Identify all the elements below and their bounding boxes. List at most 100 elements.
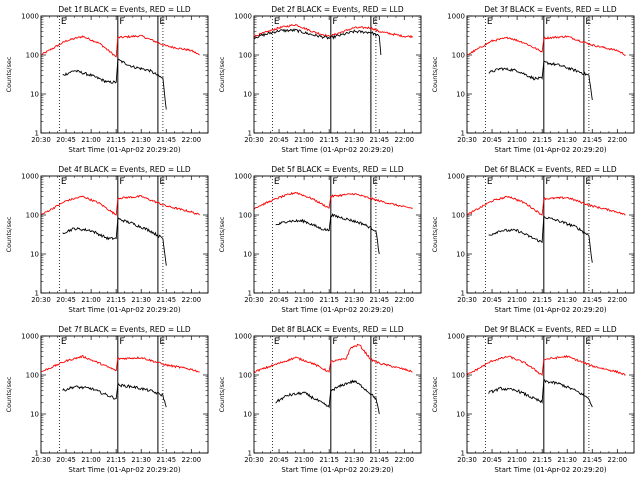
marker-label: E [487, 177, 493, 187]
panel-7: Det 7f BLACK = Events, RED = LLD Counts/s… [5, 325, 209, 474]
y-tick-label: 100 [26, 212, 39, 220]
y-tick-label: 100 [452, 52, 465, 60]
x-tick-label: 20:45 [56, 296, 76, 304]
panel-title: Det 8f BLACK = Events, RED = LLD [271, 325, 404, 334]
x-tick-label: 21:15 [532, 296, 552, 304]
series-events-line [62, 58, 167, 110]
x-tick-label: 21:00 [294, 456, 314, 464]
marker-label: F [545, 337, 550, 347]
marker-label: E [159, 177, 165, 187]
y-tick-label: 1000 [21, 173, 39, 181]
plot-frame [40, 335, 209, 454]
y-tick-label: 10 [30, 91, 39, 99]
x-tick-label: 21:15 [319, 136, 339, 144]
x-tick-label: 21:30 [557, 136, 577, 144]
x-tick-label: 22:00 [182, 456, 202, 464]
x-tick-label: 21:45 [156, 296, 176, 304]
x-tick-label: 21:30 [344, 296, 364, 304]
marker-label: F [332, 177, 337, 187]
x-tick-label: 20:45 [269, 456, 289, 464]
series-events-line [275, 379, 380, 415]
y-tick-label: 100 [239, 52, 252, 60]
x-tick-label: 20:45 [269, 296, 289, 304]
x-tick-label: 20:30 [457, 296, 477, 304]
x-tick-label: 21:15 [532, 136, 552, 144]
y-tick-label: 1000 [21, 13, 39, 21]
marker-label: E [274, 17, 280, 27]
series-events-line [253, 28, 382, 56]
y-tick-label: 1 [248, 450, 252, 458]
y-tick-label: 1 [248, 290, 252, 298]
y-tick-label: 100 [26, 52, 39, 60]
x-tick-label: 22:00 [182, 296, 202, 304]
marker-label: E [159, 337, 165, 347]
panel-title: Det 9f BLACK = Events, RED = LLD [484, 325, 617, 334]
series-lld-line [466, 354, 626, 377]
marker-label: F [119, 17, 124, 27]
x-tick-label: 21:00 [507, 456, 527, 464]
y-tick-label: 10 [30, 251, 39, 259]
series-lld-line [253, 191, 413, 210]
panel-8: Det 8f BLACK = Events, RED = LLD Counts/s… [218, 325, 422, 474]
x-tick-label: 20:30 [244, 136, 264, 144]
x-tick-label: 20:30 [31, 296, 51, 304]
marker-label: E [372, 177, 378, 187]
plot-frame [466, 335, 635, 454]
x-axis-label: Start Time (01-Apr-02 20:29:20) [494, 146, 606, 154]
y-axis-label: Counts/sec [5, 216, 13, 252]
panel-1: Det 1f BLACK = Events, RED = LLD Counts/s… [5, 5, 209, 154]
x-tick-label: 21:45 [369, 136, 389, 144]
x-tick-label: 20:30 [244, 296, 264, 304]
y-tick-label: 100 [26, 372, 39, 380]
x-tick-label: 21:15 [319, 296, 339, 304]
y-tick-label: 1000 [447, 13, 465, 21]
plot-frame [40, 15, 209, 134]
x-tick-label: 21:30 [131, 296, 151, 304]
x-tick-label: 20:45 [56, 456, 76, 464]
series-lld-line [466, 35, 626, 56]
y-tick-label: 10 [456, 251, 465, 259]
plot-frame [466, 175, 635, 294]
y-tick-label: 100 [452, 372, 465, 380]
marker-label: E [372, 337, 378, 347]
x-tick-label: 22:00 [608, 296, 628, 304]
series-lld-line [40, 195, 200, 217]
panel-6: Det 6f BLACK = Events, RED = LLD Counts/s… [431, 165, 635, 314]
y-tick-label: 1000 [234, 333, 252, 341]
x-axis-label: Start Time (01-Apr-02 20:29:20) [281, 466, 393, 474]
x-tick-label: 22:00 [182, 136, 202, 144]
x-tick-label: 22:00 [395, 296, 415, 304]
x-axis-label: Start Time (01-Apr-02 20:29:20) [281, 306, 393, 314]
panel-title: Det 2f BLACK = Events, RED = LLD [271, 5, 404, 14]
marker-label: F [119, 337, 124, 347]
series-lld-line [40, 354, 200, 373]
series-events-line [488, 60, 593, 101]
marker-label: F [332, 17, 337, 27]
x-tick-label: 21:00 [81, 136, 101, 144]
y-tick-label: 10 [456, 91, 465, 99]
marker-label: F [545, 17, 550, 27]
plot-frame [253, 15, 422, 134]
x-tick-label: 20:30 [457, 456, 477, 464]
y-axis-label: Counts/sec [218, 56, 226, 92]
x-tick-label: 20:45 [269, 136, 289, 144]
y-tick-label: 10 [456, 411, 465, 419]
y-tick-label: 10 [243, 251, 252, 259]
series-events-line [488, 216, 593, 263]
x-tick-label: 21:30 [131, 456, 151, 464]
x-tick-label: 21:45 [582, 136, 602, 144]
marker-label: F [545, 177, 550, 187]
y-axis-label: Counts/sec [218, 216, 226, 252]
x-tick-label: 20:45 [482, 456, 502, 464]
panel-title: Det 3f BLACK = Events, RED = LLD [484, 5, 617, 14]
x-tick-label: 21:45 [582, 296, 602, 304]
x-tick-label: 21:00 [81, 456, 101, 464]
x-tick-label: 21:30 [344, 136, 364, 144]
panel-title: Det 6f BLACK = Events, RED = LLD [484, 165, 617, 174]
y-tick-label: 100 [239, 372, 252, 380]
y-tick-label: 1000 [234, 13, 252, 21]
x-tick-label: 21:00 [294, 296, 314, 304]
marker-label: E [487, 17, 493, 27]
marker-label: E [585, 17, 591, 27]
x-tick-label: 21:30 [557, 296, 577, 304]
